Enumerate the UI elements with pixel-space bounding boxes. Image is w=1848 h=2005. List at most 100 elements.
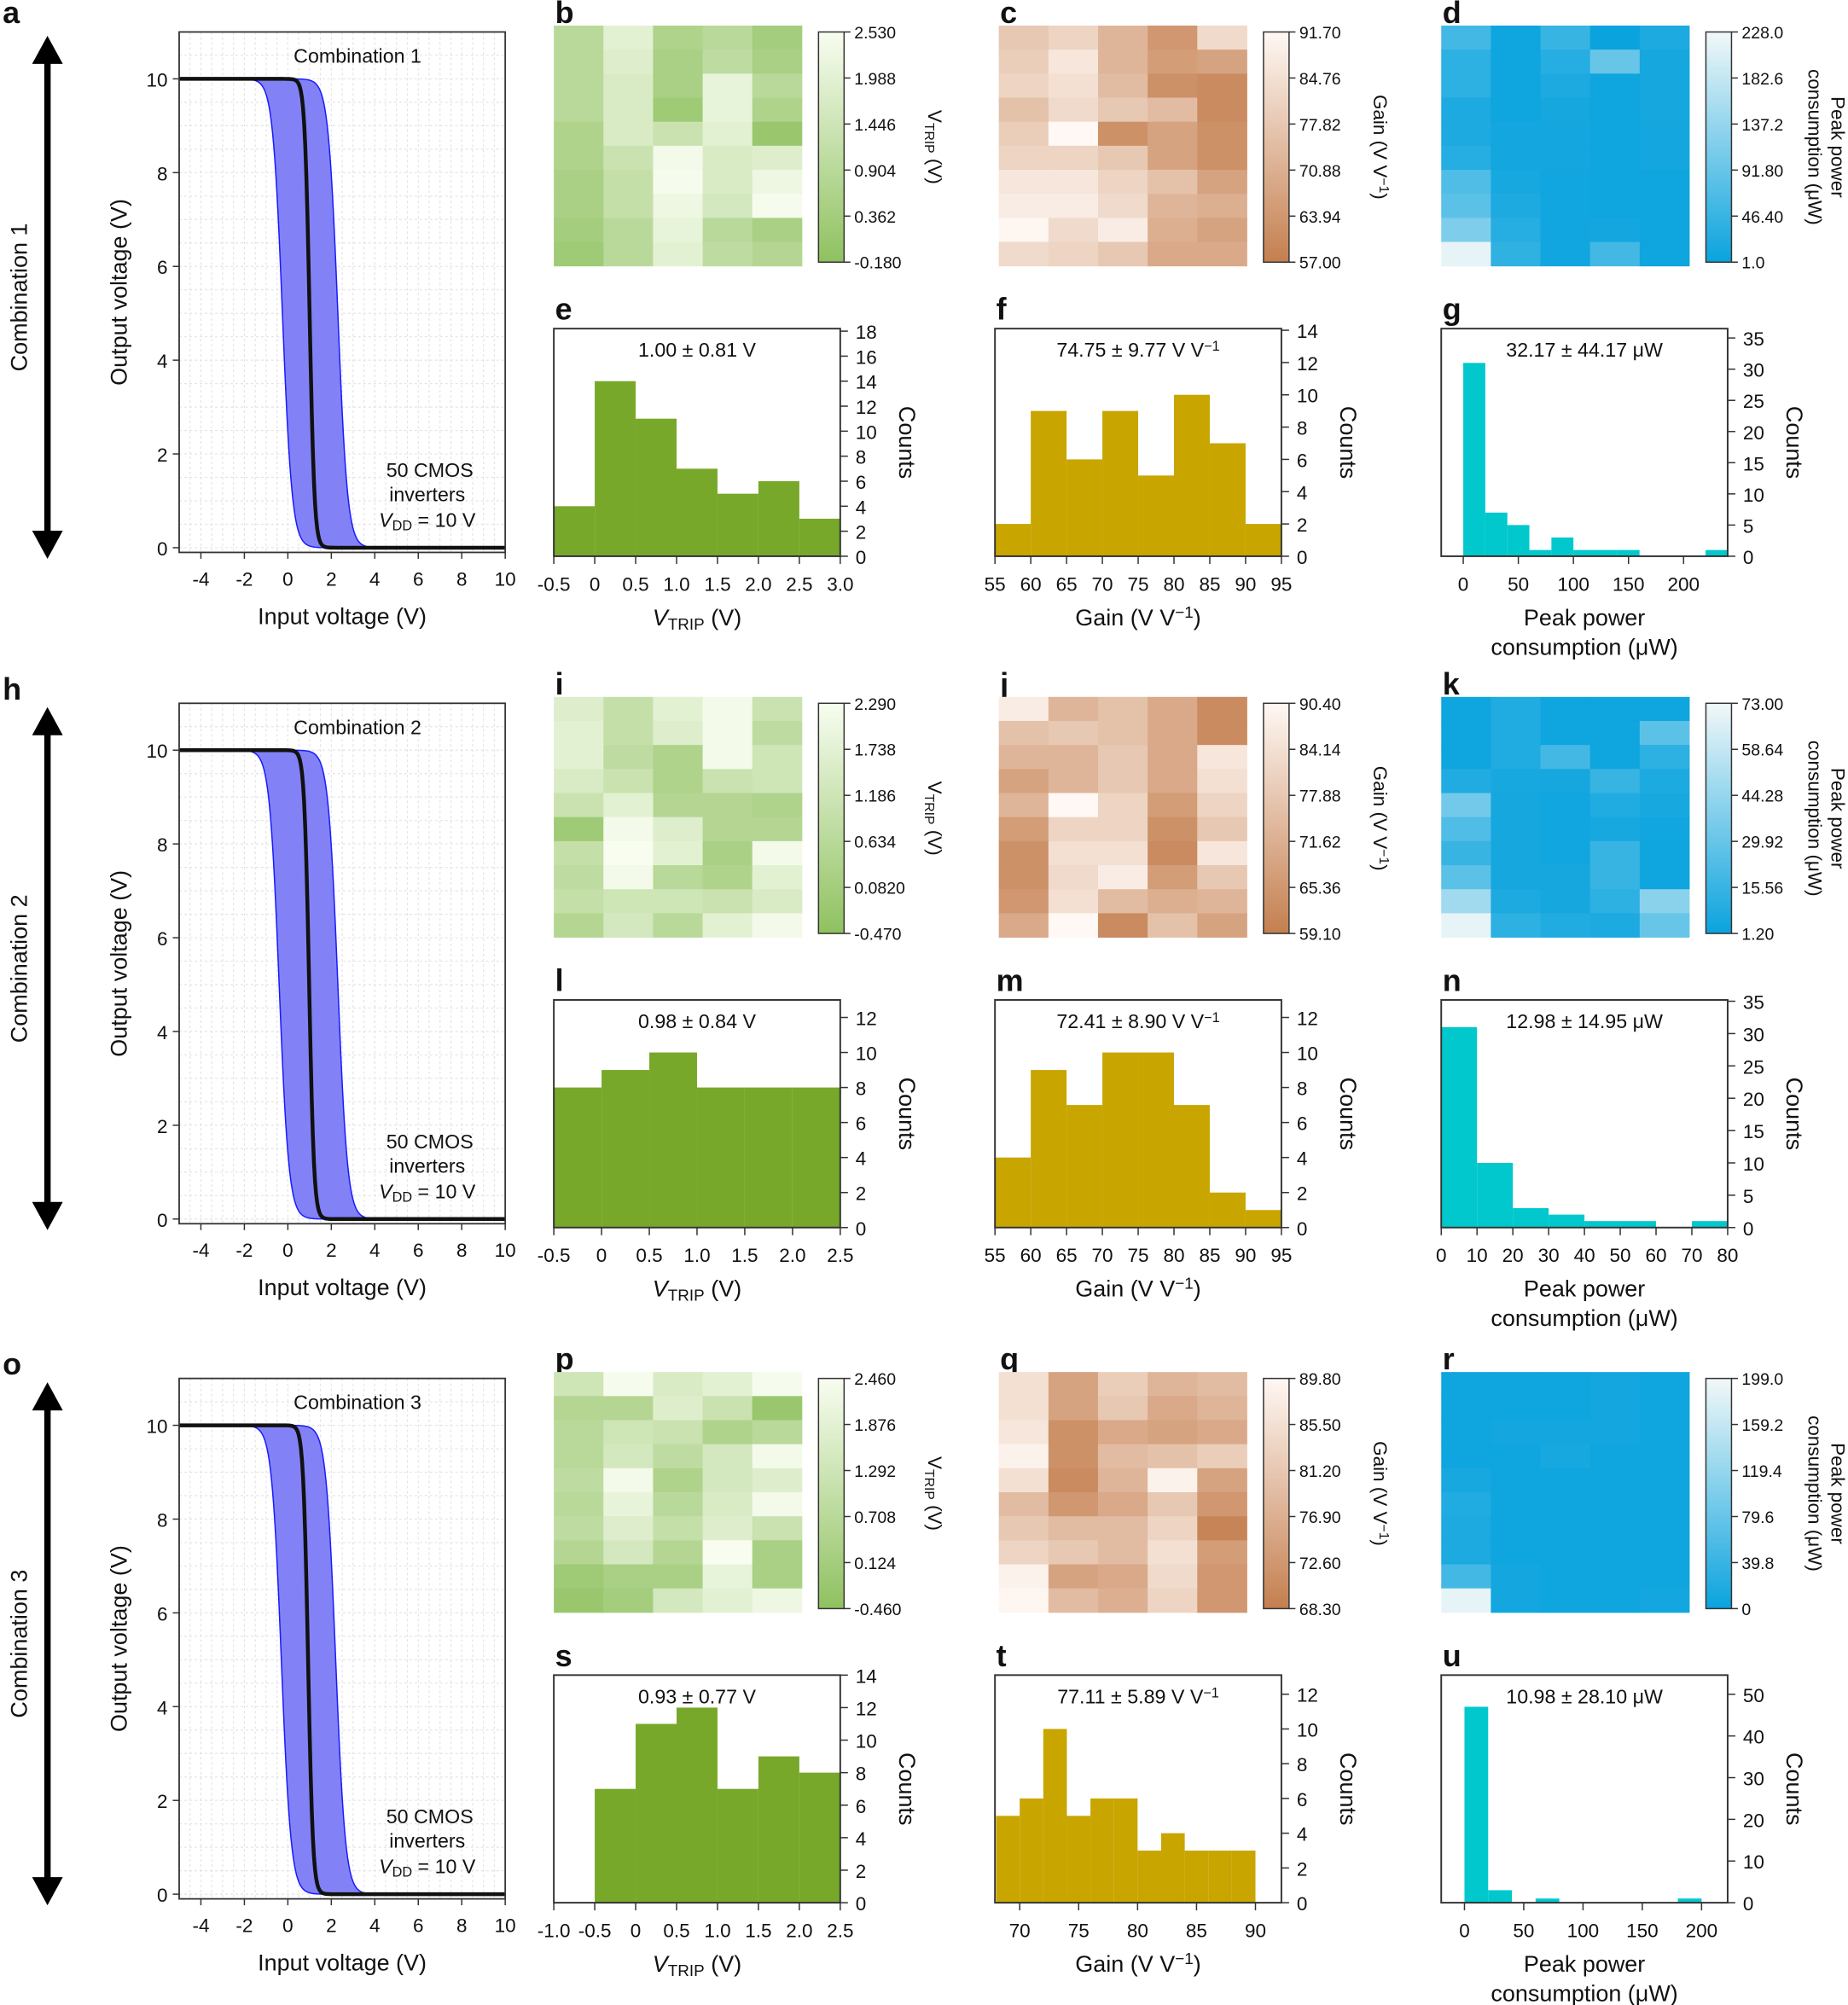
label-part: )	[1369, 1539, 1391, 1545]
side-label: Combination 2	[7, 894, 32, 1043]
heatmap-cell	[752, 1420, 803, 1445]
heatmap-cell	[1148, 889, 1198, 914]
heatmap-cell	[998, 25, 1049, 50]
heatmap-cell	[1639, 1444, 1690, 1469]
y-tick-label: 2	[1297, 1183, 1308, 1205]
annotation-line: inverters	[389, 1830, 465, 1852]
y-tick-label: 12	[856, 397, 877, 418]
heatmap-cell	[1589, 1420, 1641, 1445]
heatmap-cell	[1441, 745, 1491, 770]
y-tick-label: 6	[856, 472, 867, 493]
y-axis-label: Output voltage (V)	[107, 1545, 132, 1732]
heatmap-cell	[1540, 121, 1591, 147]
heatmap-cell	[998, 1444, 1049, 1469]
heatmap-cell	[1097, 1492, 1148, 1517]
heatmap-cell	[998, 769, 1049, 793]
panel-letter: o	[3, 1346, 21, 1381]
heatmap-cell	[653, 1372, 704, 1397]
y-tick-label: 0	[157, 538, 168, 560]
heatmap-cell	[998, 1492, 1049, 1517]
y-tick-label: 15	[1743, 1121, 1764, 1142]
heatmap-cell	[1639, 1564, 1690, 1589]
heatmap-cell	[1589, 170, 1641, 195]
heatmap-cell	[1639, 793, 1690, 818]
heatmap-cell	[1589, 1467, 1641, 1493]
heatmap-cell	[554, 170, 604, 195]
axes-frame	[178, 31, 507, 554]
heatmap-cell	[1589, 865, 1641, 890]
heatmap-cell	[1197, 745, 1247, 770]
colorbar-tick-label: 199.0	[1741, 1370, 1783, 1389]
y-tick-label: 6	[157, 257, 168, 278]
colorbar-tick-label: 1.20	[1741, 926, 1774, 944]
stats-annotation: 74.75 ± 9.77 V V−1	[1056, 339, 1219, 361]
colorbar-tick-label: 89.80	[1299, 1370, 1341, 1389]
axes-frame	[178, 1377, 507, 1900]
heatmap-cell	[1148, 194, 1198, 218]
arrow-head-up-icon	[32, 706, 63, 735]
heatmap-cell	[1589, 97, 1641, 123]
colorbar-tick-label: 1.738	[854, 741, 896, 760]
histogram-bar	[1102, 1052, 1139, 1228]
heatmap-cell	[1589, 73, 1641, 98]
heatmap-cell	[653, 97, 704, 123]
y-tick-label: 4	[856, 1828, 867, 1850]
heatmap-cell	[653, 865, 704, 890]
heatmap-cell	[1441, 696, 1491, 722]
colorbar-tick-label: 73.00	[1741, 695, 1783, 714]
y-axis-label: Counts	[894, 406, 920, 479]
heatmap-cell	[1441, 121, 1491, 147]
heatmap-cell	[1197, 913, 1247, 939]
heatmap-cell	[1097, 865, 1148, 890]
heatmap-cell	[752, 73, 803, 98]
heatmap-cell	[1048, 1564, 1099, 1589]
y-tick-label: 0	[1297, 547, 1308, 568]
x-axis-label: Input voltage (V)	[258, 1275, 427, 1300]
heatmap-cell	[1048, 745, 1099, 770]
x-axis-label: Input voltage (V)	[258, 1950, 427, 1976]
heatmap-cell	[603, 1420, 654, 1445]
y-axis-label: Counts	[894, 1078, 920, 1150]
heatmap-cell	[1197, 720, 1247, 746]
heatmap-cell	[1048, 97, 1099, 123]
colorbar-tick-label: -0.180	[854, 254, 901, 273]
heatmap-cell	[603, 170, 654, 195]
y-tick-label: 5	[1743, 1186, 1754, 1207]
histogram-bar	[1066, 1105, 1103, 1228]
heatmap-cell	[1197, 218, 1247, 243]
colorbar-tick-label: 90.40	[1299, 695, 1341, 714]
y-tick-label: 35	[1743, 992, 1764, 1014]
label-part: 74.75 ± 9.77 V V	[1056, 339, 1204, 361]
y-tick-label: 8	[856, 1764, 867, 1785]
colorbar-tick-label: 0.708	[854, 1508, 896, 1527]
x-tick-label: 0	[282, 1915, 293, 1937]
y-tick-label: 4	[1297, 482, 1308, 503]
heatmap-cell	[1639, 720, 1690, 746]
heatmap-cell	[603, 817, 654, 842]
heatmap-cell	[998, 913, 1049, 939]
heatmap-cell	[554, 1372, 604, 1397]
heatmap-cell	[702, 1467, 753, 1493]
heatmap-cell	[1148, 793, 1198, 818]
label-part: 77.11 ± 5.89 V V	[1057, 1685, 1204, 1707]
label-part: V	[653, 605, 671, 631]
heatmap-cell	[1048, 1372, 1099, 1397]
heatmap-cell	[998, 1564, 1049, 1589]
mean-transfer-curve	[178, 1423, 506, 1897]
heatmap-cell	[1441, 145, 1491, 171]
heatmap-cell	[1639, 1396, 1690, 1421]
label-part: −1	[1204, 339, 1220, 354]
y-tick-label: 10	[147, 1416, 168, 1438]
heatmap-cell	[1589, 720, 1641, 746]
heatmap-cell	[653, 49, 704, 74]
y-tick-label: 8	[1297, 1754, 1308, 1775]
heatmap-cell	[1148, 769, 1198, 793]
x-axis-label: Peak power	[1524, 1951, 1645, 1977]
label-part: TRIP	[921, 1469, 936, 1500]
y-tick-label: 14	[1297, 321, 1318, 342]
label-part: TRIP	[921, 123, 936, 154]
histogram-bar	[1513, 1208, 1549, 1228]
panel-letter: u	[1443, 1638, 1462, 1673]
stats-annotation: 77.11 ± 5.89 V V−1	[1057, 1685, 1219, 1707]
x-tick-label: 10	[1467, 1245, 1488, 1266]
